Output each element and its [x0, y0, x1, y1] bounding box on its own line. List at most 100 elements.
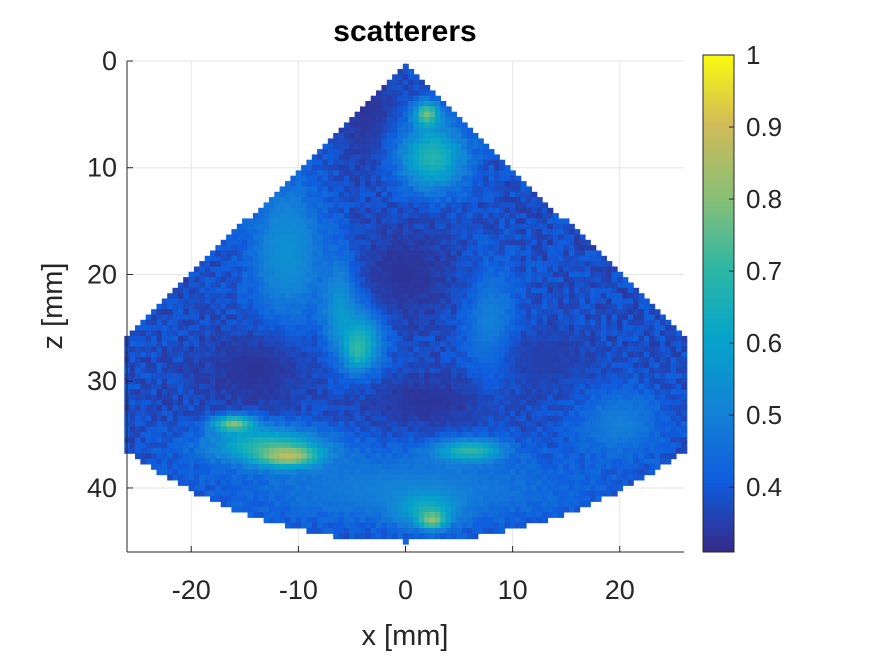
heatmap-cell [643, 437, 650, 444]
heatmap-cell [643, 298, 650, 305]
heatmap-cell [670, 367, 677, 374]
heatmap-cell [231, 357, 238, 364]
heatmap-cell [360, 303, 366, 310]
heatmap-cell [451, 277, 457, 283]
heatmap-cell [290, 234, 297, 241]
heatmap-cell [285, 197, 291, 203]
heatmap-cell [268, 325, 275, 332]
heatmap-cell [435, 106, 441, 113]
heatmap-cell [135, 351, 141, 358]
heatmap-cell [424, 154, 431, 161]
heatmap-cell [547, 394, 554, 401]
heatmap-cell [242, 437, 249, 444]
heatmap-cell [376, 277, 382, 283]
heatmap-cell [440, 431, 447, 438]
heatmap-cell [483, 410, 490, 417]
heatmap-cell [317, 165, 324, 171]
heatmap-cell [665, 346, 672, 353]
heatmap-cell [461, 373, 468, 380]
heatmap-cell [515, 421, 522, 428]
heatmap-cell [258, 282, 265, 289]
heatmap-cell [376, 394, 382, 401]
heatmap-cell [322, 197, 329, 203]
heatmap-cell [440, 341, 447, 348]
heatmap-cell [274, 309, 281, 316]
heatmap-cell [402, 330, 409, 337]
heatmap-cell [338, 319, 345, 326]
heatmap-cell [451, 207, 457, 214]
heatmap-cell [301, 287, 308, 294]
heatmap-cell [285, 378, 291, 385]
heatmap-cell [215, 442, 222, 449]
heatmap-cell [333, 245, 340, 251]
heatmap-cell [145, 378, 152, 385]
heatmap-cell [135, 410, 141, 417]
heatmap-cell [445, 426, 452, 433]
heatmap-cell [536, 362, 543, 369]
heatmap-cell [295, 335, 302, 342]
heatmap-cell [343, 431, 350, 438]
heatmap-cell [408, 213, 415, 219]
heatmap-cell [311, 378, 318, 385]
chart-title: scatterers [333, 15, 476, 48]
heatmap-cell [290, 421, 297, 428]
heatmap-cell [290, 378, 297, 385]
heatmap-cell [402, 74, 409, 81]
heatmap-cell [242, 421, 249, 428]
heatmap-cell [595, 319, 602, 326]
heatmap-cell [268, 218, 275, 225]
heatmap-cell [236, 437, 243, 444]
heatmap-cell [477, 202, 484, 209]
heatmap-cell [461, 207, 468, 214]
heatmap-cell [274, 399, 281, 406]
heatmap-cell [526, 325, 532, 332]
heatmap-cell [408, 271, 415, 278]
heatmap-cell [279, 202, 286, 209]
heatmap-cell [172, 442, 179, 449]
heatmap-cell [477, 346, 484, 353]
heatmap-cell [515, 218, 522, 225]
heatmap-cell [568, 255, 575, 262]
heatmap-cell [584, 357, 591, 364]
heatmap-cell [445, 351, 452, 358]
heatmap-cell [252, 213, 259, 219]
heatmap-cell [568, 314, 575, 321]
heatmap-cell [488, 271, 495, 278]
heatmap-cell [349, 287, 356, 294]
heatmap-cell [418, 271, 425, 278]
heatmap-cell [274, 362, 281, 369]
heatmap-cell [360, 175, 366, 182]
heatmap-cell [199, 319, 206, 326]
heatmap-cell [526, 287, 532, 294]
heatmap-cell [376, 431, 382, 438]
heatmap-cell [617, 341, 624, 348]
heatmap-cell [568, 325, 575, 332]
heatmap-cell [579, 447, 586, 454]
heatmap-cell [193, 346, 200, 353]
heatmap-cell [220, 431, 227, 438]
heatmap-cell [247, 373, 254, 380]
heatmap-cell [493, 309, 500, 316]
heatmap-cell [451, 426, 457, 433]
heatmap-cell [247, 309, 254, 316]
heatmap-cell [670, 346, 677, 353]
heatmap-cell [236, 293, 243, 300]
heatmap-cell [306, 341, 313, 348]
heatmap-cell [360, 394, 366, 401]
heatmap-cell [177, 367, 184, 374]
heatmap-cell [226, 410, 233, 417]
heatmap-cell [611, 431, 618, 438]
heatmap-cell [670, 399, 677, 406]
heatmap-cell [167, 357, 174, 364]
heatmap-cell [392, 245, 399, 251]
heatmap-cell [643, 373, 650, 380]
heatmap-cell [338, 271, 345, 278]
heatmap-cell [295, 255, 302, 262]
heatmap-cell [515, 229, 522, 235]
heatmap-cell [531, 362, 538, 369]
heatmap-cell [252, 223, 259, 230]
heatmap-cell [386, 277, 393, 283]
heatmap-cell [435, 122, 441, 129]
heatmap-cell [445, 202, 452, 209]
heatmap-cell [477, 138, 484, 145]
